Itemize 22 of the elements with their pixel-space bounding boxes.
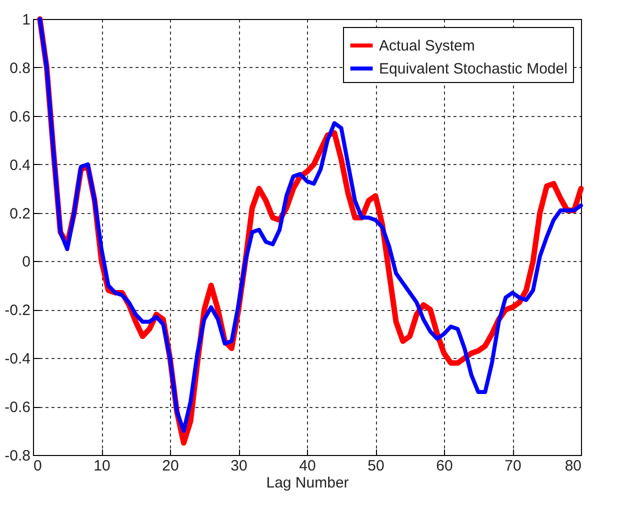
y-tick-label: -0.4 bbox=[4, 350, 30, 368]
y-tick-label: 0.4 bbox=[10, 156, 30, 174]
x-tick-label: 50 bbox=[368, 458, 384, 474]
y-tick-label: -0.2 bbox=[4, 302, 30, 320]
x-tick-label: 40 bbox=[299, 458, 316, 474]
x-tick-label: 80 bbox=[564, 458, 582, 474]
y-tick-label: 0.6 bbox=[10, 108, 30, 126]
legend-label: Actual System bbox=[379, 38, 475, 54]
y-tick-label: -0.6 bbox=[4, 399, 30, 416]
x-tick-label: 60 bbox=[436, 458, 453, 474]
x-tick-label: 10 bbox=[94, 458, 110, 474]
legend-label: Equivalent Stochastic Model bbox=[379, 60, 568, 78]
x-tick-label: 70 bbox=[504, 458, 522, 474]
x-tick-label: 20 bbox=[162, 458, 179, 474]
y-tick-label: 0 bbox=[22, 254, 30, 271]
x-axis-title: Lag Number bbox=[266, 474, 349, 492]
x-tick-label: 30 bbox=[230, 458, 248, 474]
y-tick-label: 1 bbox=[22, 12, 30, 28]
y-tick-label: -0.8 bbox=[4, 448, 30, 464]
y-tick-label: 0.8 bbox=[10, 60, 30, 77]
y-tick-label: 0.2 bbox=[10, 205, 30, 222]
x-tick-label: 0 bbox=[34, 458, 42, 474]
